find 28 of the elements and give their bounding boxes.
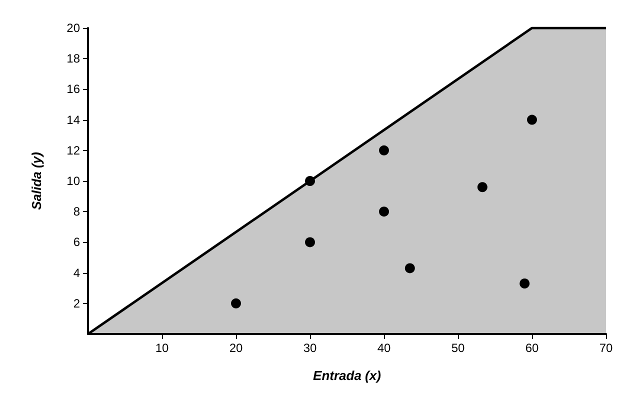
y-tick-label: 20 [66, 21, 80, 35]
point [527, 114, 537, 125]
point [231, 298, 241, 308]
point [379, 145, 389, 156]
point [477, 182, 488, 192]
y-tick-label: 6 [73, 235, 80, 250]
y-tick-label: 8 [73, 204, 80, 219]
x-tick-label: 20 [229, 341, 243, 355]
x-tick-label: 70 [599, 341, 613, 355]
y-axis-title: Salida (y) [29, 152, 44, 210]
y-tick-label: 18 [66, 52, 80, 66]
x-tick-label: 50 [451, 341, 465, 355]
x-tick-label: 30 [303, 341, 317, 355]
x-tick-label: 60 [525, 341, 539, 355]
y-tick-label: 10 [66, 174, 80, 188]
point [520, 278, 530, 289]
x-axis-title: Entrada (x) [313, 368, 381, 383]
point [305, 176, 315, 186]
point [305, 237, 315, 248]
y-tick-label: 16 [66, 82, 80, 96]
y-tick-label: 2 [73, 296, 80, 310]
y-tick-label: 4 [73, 266, 80, 280]
point [404, 263, 415, 274]
point [379, 206, 389, 217]
y-tick-label: 14 [66, 112, 80, 127]
x-tick-label: 10 [155, 341, 169, 355]
y-tick-label: 12 [66, 143, 80, 158]
x-tick-label: 40 [377, 341, 391, 355]
